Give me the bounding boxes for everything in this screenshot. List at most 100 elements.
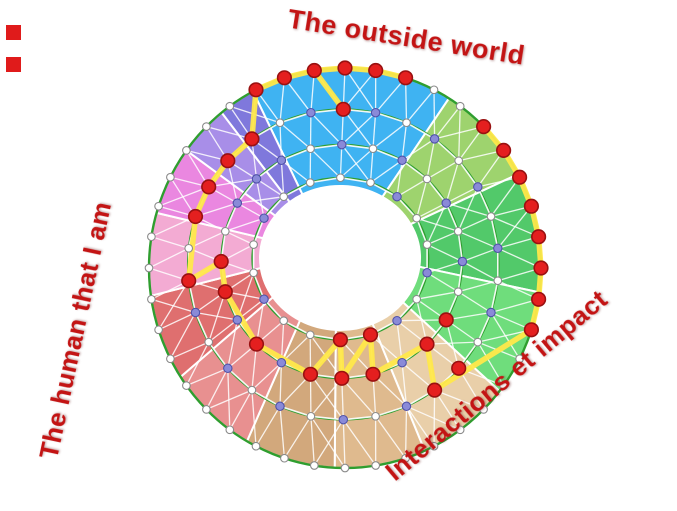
white-node — [429, 85, 439, 95]
mesh-edge — [170, 341, 209, 360]
mesh-edge — [457, 230, 499, 249]
purple-node — [397, 155, 407, 166]
white-node — [202, 122, 211, 131]
red-node — [451, 360, 467, 376]
yellow-path-segment — [185, 87, 259, 284]
mesh-edge — [477, 329, 532, 343]
red-node — [362, 327, 379, 343]
red-node — [244, 131, 260, 147]
white-node — [166, 354, 175, 364]
mesh-edge — [225, 217, 265, 232]
mesh-edge — [497, 247, 542, 269]
white-node — [225, 425, 235, 435]
label-human-that-i-am: The human that I am — [33, 199, 117, 462]
white-node — [515, 354, 524, 364]
mesh-edge — [279, 362, 283, 407]
mesh-edge — [426, 138, 436, 180]
red-node — [368, 62, 384, 79]
mesh-edge — [310, 112, 343, 146]
mesh-edge — [370, 159, 403, 184]
mesh-edge — [416, 178, 428, 219]
purple-node — [429, 134, 440, 144]
mesh-edge — [446, 202, 492, 218]
white-node — [371, 411, 380, 421]
white-node — [402, 118, 411, 128]
red-node — [248, 82, 264, 98]
mesh-edge — [404, 406, 408, 459]
white-node — [247, 385, 257, 395]
mesh-edge — [426, 160, 460, 180]
white-node — [371, 461, 381, 470]
mesh-edge — [490, 215, 539, 238]
mesh-edge — [151, 236, 189, 249]
mesh-edge — [251, 390, 257, 447]
white-node — [422, 174, 432, 184]
donut-hole — [260, 186, 420, 330]
white-node — [220, 226, 230, 236]
white-node — [305, 330, 315, 340]
mesh-edge — [401, 362, 408, 407]
mesh-edge — [416, 217, 459, 232]
mesh-edge — [310, 148, 341, 179]
mesh-edge — [158, 280, 190, 331]
mesh-edge — [208, 319, 238, 343]
mesh-edge — [342, 70, 377, 110]
mesh-edge — [445, 186, 479, 204]
mesh-edge — [462, 260, 499, 282]
mesh-edge — [342, 419, 377, 466]
red-node — [476, 118, 492, 135]
purple-node — [422, 268, 432, 278]
red-node — [213, 253, 229, 270]
mesh-edge — [490, 298, 539, 314]
yellow-path-segment — [307, 332, 430, 382]
mesh-edge — [445, 160, 460, 204]
white-node — [336, 173, 345, 183]
mesh-edge — [372, 373, 407, 407]
mesh-edge — [310, 415, 346, 469]
purple-node — [493, 243, 503, 254]
mesh-edge — [406, 89, 435, 124]
mesh-edge — [396, 160, 403, 197]
mesh-edge — [396, 178, 428, 198]
mesh-edge — [158, 186, 209, 207]
mesh-edge — [405, 405, 435, 447]
red-node — [523, 322, 540, 338]
purple-node — [223, 363, 233, 374]
mesh-edge — [310, 377, 343, 417]
mesh-edge — [251, 344, 258, 391]
purple-node — [473, 182, 483, 192]
mesh-edge — [497, 205, 532, 249]
mesh-edge — [339, 148, 374, 179]
mesh-edge — [416, 202, 447, 219]
mesh-edge — [433, 89, 436, 139]
mesh-edge — [206, 389, 253, 410]
white-node — [249, 240, 258, 249]
red-node — [523, 198, 540, 214]
purple-node — [392, 315, 402, 326]
mesh-edge — [375, 77, 407, 114]
red-node — [365, 366, 381, 382]
mesh-edge — [401, 122, 408, 161]
mesh-edge — [458, 149, 504, 162]
white-node — [412, 213, 422, 223]
purple-node — [486, 307, 496, 318]
mesh-edge — [227, 319, 238, 369]
mesh-edge — [457, 291, 492, 314]
mesh-edge — [434, 105, 461, 140]
red-node — [335, 101, 351, 117]
mesh-edge — [406, 405, 461, 431]
mesh-edge — [158, 311, 196, 331]
red-node — [533, 260, 549, 276]
purple-node — [457, 256, 468, 267]
red-node — [334, 370, 350, 386]
label-outside-world: The outside world — [286, 4, 527, 71]
mesh-edge — [206, 125, 253, 140]
purple-node — [306, 107, 316, 118]
white-node — [422, 240, 432, 249]
mesh-edge — [341, 112, 377, 146]
mesh-edge — [229, 389, 253, 431]
purple-node — [232, 198, 243, 208]
white-node — [499, 381, 508, 390]
red-node — [496, 142, 512, 158]
